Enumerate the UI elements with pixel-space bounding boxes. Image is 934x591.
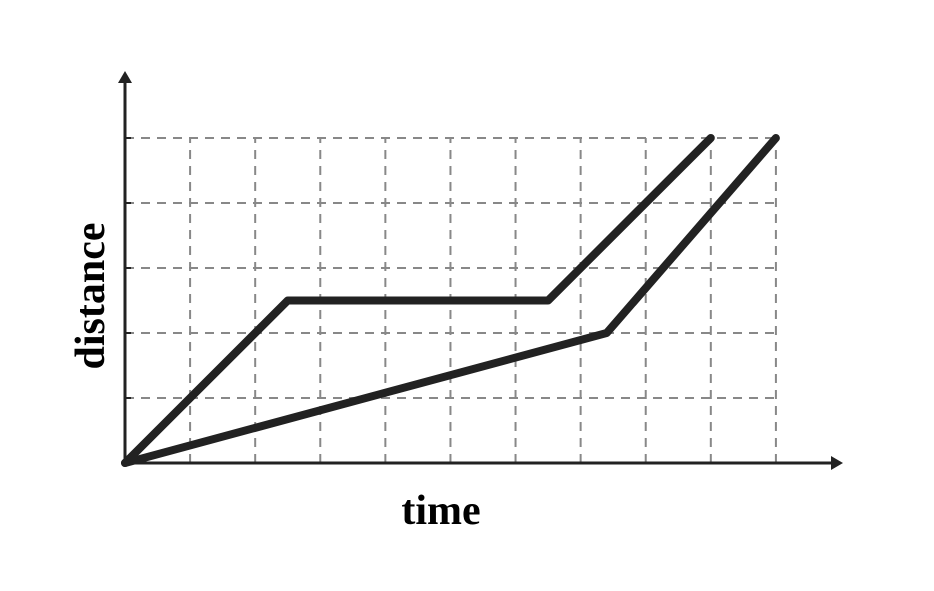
y-axis-label: distance bbox=[68, 223, 114, 370]
line-series bbox=[121, 134, 715, 467]
y-axis-arrow bbox=[118, 71, 132, 83]
line-series bbox=[121, 134, 780, 467]
x-axis-arrow bbox=[831, 456, 843, 470]
x-axis-label: time bbox=[401, 488, 480, 534]
